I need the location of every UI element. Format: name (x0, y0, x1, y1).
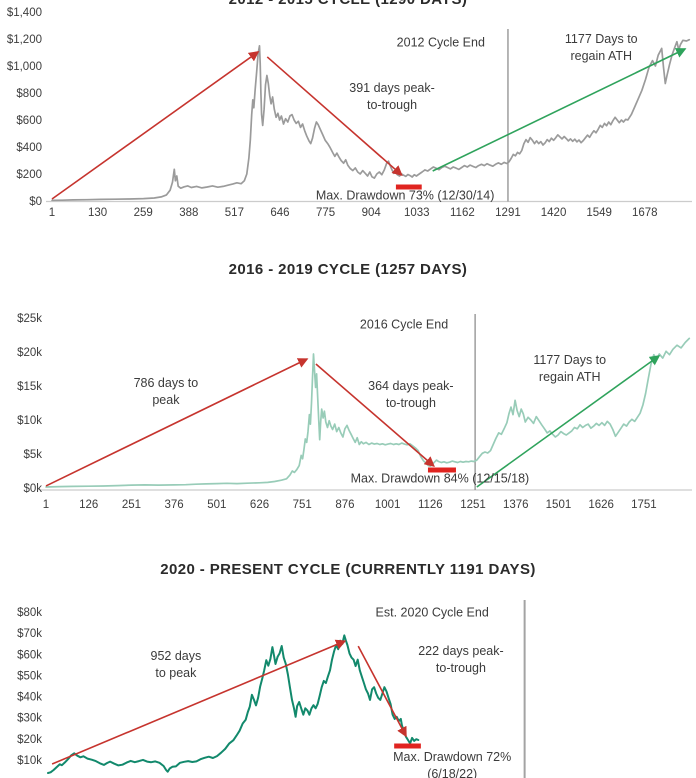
chart2-title: 2016 - 2019 CYCLE (1257 DAYS) (228, 261, 468, 278)
y-tick-label: $600 (16, 115, 42, 127)
x-tick-label: 1376 (503, 499, 529, 511)
y-tick-label: $800 (16, 88, 42, 100)
regain-ath-arrow (476, 355, 661, 488)
x-tick-label: 1251 (460, 499, 486, 511)
x-tick-label: 376 (165, 499, 184, 511)
x-tick-label: 259 (134, 207, 153, 219)
x-tick-label: 876 (335, 499, 354, 511)
x-tick-label: 1420 (541, 207, 567, 219)
cycle-end-label: Est. 2020 Cycle End (376, 606, 489, 620)
x-tick-label: 1501 (546, 499, 572, 511)
max-drawdown-label: Max. Drawdown 84% (12/15/18) (351, 472, 530, 486)
y-tick-label: $60k (17, 649, 42, 661)
y-tick-label: $1,400 (7, 7, 42, 19)
peak-to-trough-arrow (266, 56, 403, 176)
x-tick-label: 751 (293, 499, 312, 511)
max-drawdown-label: Max. Drawdown 72% (6/18/22) (393, 750, 511, 778)
x-tick-label: 646 (270, 207, 289, 219)
chart3-plot: $10k $20k $30k $40k $50k $60k $70k $80k Est. 202… (17, 600, 526, 778)
y-tick-label: $200 (16, 169, 42, 181)
days-to-peak-arrow (51, 639, 347, 765)
x-tick-label: 1162 (450, 207, 475, 219)
x-tick-label: 1626 (588, 499, 614, 511)
x-tick-label: 517 (225, 207, 244, 219)
peak-to-trough-arrow (357, 645, 407, 738)
x-tick-label: 388 (179, 207, 198, 219)
chart1-plot: $0 $200 $400 $600 $800 $1,000 $1,200 $1,400 1 130… (7, 7, 692, 219)
y-tick-label: $10k (17, 415, 42, 427)
days-to-peak-label: 786 days to peak (134, 376, 199, 407)
y-tick-label: $15k (17, 381, 42, 393)
chart3-title: 2020 - PRESENT CYCLE (CURRENTLY 1191 DAY… (160, 561, 536, 578)
x-tick-label: 1 (43, 499, 49, 511)
x-tick-label: 1 (49, 207, 55, 219)
x-tick-label: 130 (88, 207, 107, 219)
peak-to-trough-label: 391 days peak-to-trough (349, 81, 434, 112)
days-to-peak-arrow (45, 358, 309, 487)
x-tick-label: 1549 (586, 207, 612, 219)
y-tick-label: $0k (23, 483, 42, 495)
max-drawdown-label: Max. Drawdown 73% (12/30/14) (316, 189, 495, 203)
y-tick-label: $1,000 (7, 61, 42, 73)
y-tick-label: $70k (17, 628, 42, 640)
y-tick-label: $40k (17, 692, 42, 704)
y-tick-label: $1,200 (7, 34, 42, 46)
peak-to-trough-label: 222 days peak-to-trough (418, 644, 503, 675)
x-tick-label: 501 (207, 499, 226, 511)
x-tick-label: 1033 (404, 207, 430, 219)
y-tick-label: $10k (17, 755, 42, 767)
cycle-end-label: 2016 Cycle End (360, 318, 448, 332)
x-tick-label: 1126 (418, 499, 443, 511)
x-tick-label: 1751 (631, 499, 657, 511)
cycle-end-label: 2012 Cycle End (397, 36, 485, 50)
x-tick-label: 1291 (495, 207, 521, 219)
x-tick-label: 775 (316, 207, 335, 219)
price-line (51, 38, 691, 202)
x-tick-label: 251 (122, 499, 141, 511)
x-tick-label: 1678 (632, 207, 658, 219)
y-tick-label: $50k (17, 670, 42, 682)
days-to-peak-label: 952 days to peak (151, 649, 202, 680)
x-tick-label: 904 (362, 207, 382, 219)
regain-ath-label: 1177 Days to regain ATH (533, 353, 606, 384)
x-tick-label: 1001 (375, 499, 401, 511)
y-tick-label: $30k (17, 713, 42, 725)
days-to-peak-arrow (51, 51, 260, 200)
x-tick-label: 626 (250, 499, 269, 511)
y-tick-label: $0 (29, 196, 42, 208)
peak-to-trough-arrow (315, 363, 435, 468)
x-tick-label: 126 (79, 499, 98, 511)
y-tick-label: $5k (23, 449, 42, 461)
y-tick-label: $20k (17, 347, 42, 359)
regain-ath-arrow (432, 48, 687, 172)
y-tick-label: $25k (17, 313, 42, 325)
peak-to-trough-label: 364 days peak-to-trough (368, 379, 453, 410)
regain-ath-label: 1177 Days to regain ATH (565, 32, 638, 63)
y-tick-label: $80k (17, 607, 42, 619)
y-tick-label: $400 (16, 142, 42, 154)
price-line (47, 634, 420, 774)
y-tick-label: $20k (17, 734, 42, 746)
